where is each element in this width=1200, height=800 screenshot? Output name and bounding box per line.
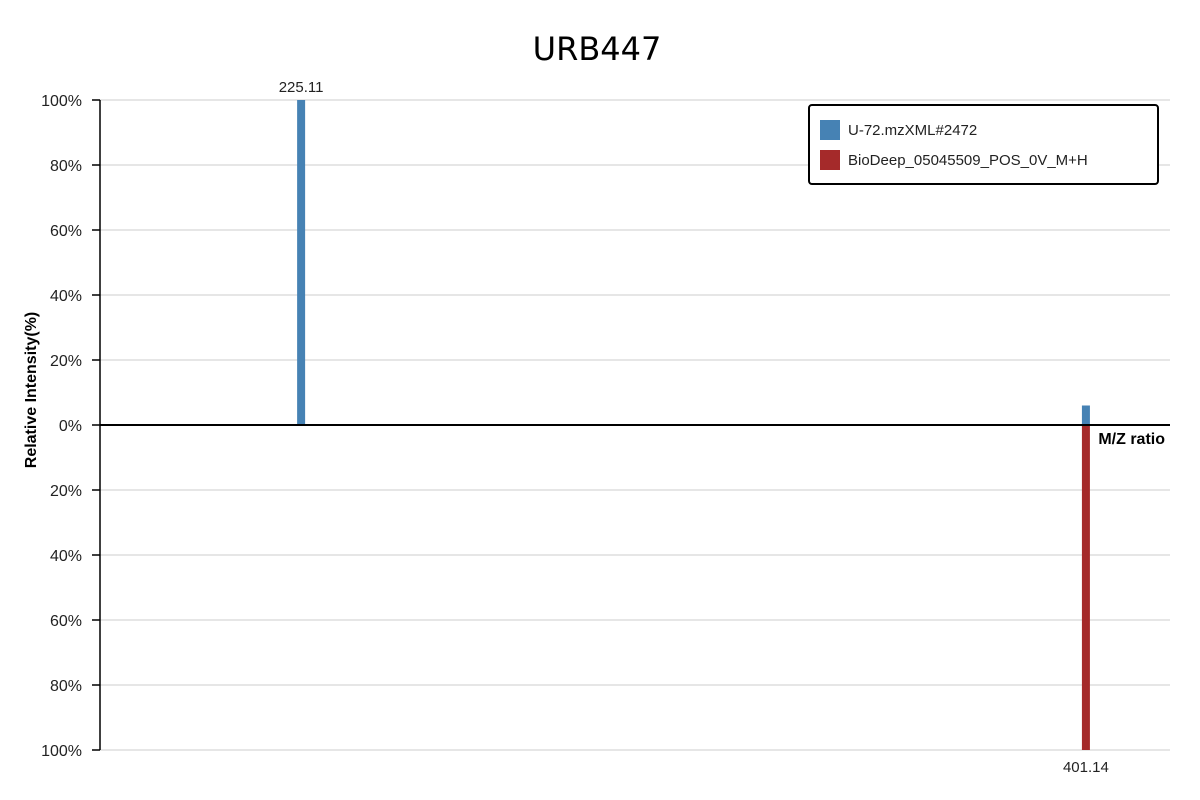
peak-labels: 225.11 401.14 xyxy=(279,79,1109,776)
legend-swatch-0 xyxy=(820,120,840,140)
peak-bar-1 xyxy=(1081,425,1090,750)
y-tick-label: 0% xyxy=(59,418,82,435)
peak-bar-0 xyxy=(1081,405,1090,425)
legend-box xyxy=(808,104,1159,185)
legend-label-1: BioDeep_05045509_POS_0V_M+H xyxy=(848,152,1088,169)
y-tick-label: 20% xyxy=(50,483,82,500)
legend-swatch-1 xyxy=(820,150,840,170)
x-axis-label: M/Z ratio xyxy=(1098,431,1165,448)
legend-label-0: U-72.mzXML#2472 xyxy=(848,122,977,139)
y-tick-label: 80% xyxy=(50,678,82,695)
y-tick-label: 100% xyxy=(41,93,82,110)
y-tick-label: 100% xyxy=(41,743,82,760)
y-tick-label: 20% xyxy=(50,353,82,370)
y-tick-label: 80% xyxy=(50,158,82,175)
grid-lines xyxy=(100,99,1170,751)
y-tick-label: 60% xyxy=(50,223,82,240)
peak-bar-0 xyxy=(297,100,306,425)
chart-title: URB447 xyxy=(533,30,662,68)
peak-bars xyxy=(297,100,1090,750)
y-tick-label: 60% xyxy=(50,613,82,630)
y-tick-label: 40% xyxy=(50,548,82,565)
peak-label: 401.14 xyxy=(1063,759,1109,776)
legend: U-72.mzXML#2472 BioDeep_05045509_POS_0V_… xyxy=(808,104,1159,185)
y-axis-ticks: 100% 80% 60% 40% 20% 0% 20% 40% 60% 80% 100% xyxy=(41,93,100,760)
y-axis-label: Relative Intensity(%) xyxy=(23,312,40,468)
y-tick-label: 40% xyxy=(50,288,82,305)
peak-label: 225.11 xyxy=(279,79,324,96)
